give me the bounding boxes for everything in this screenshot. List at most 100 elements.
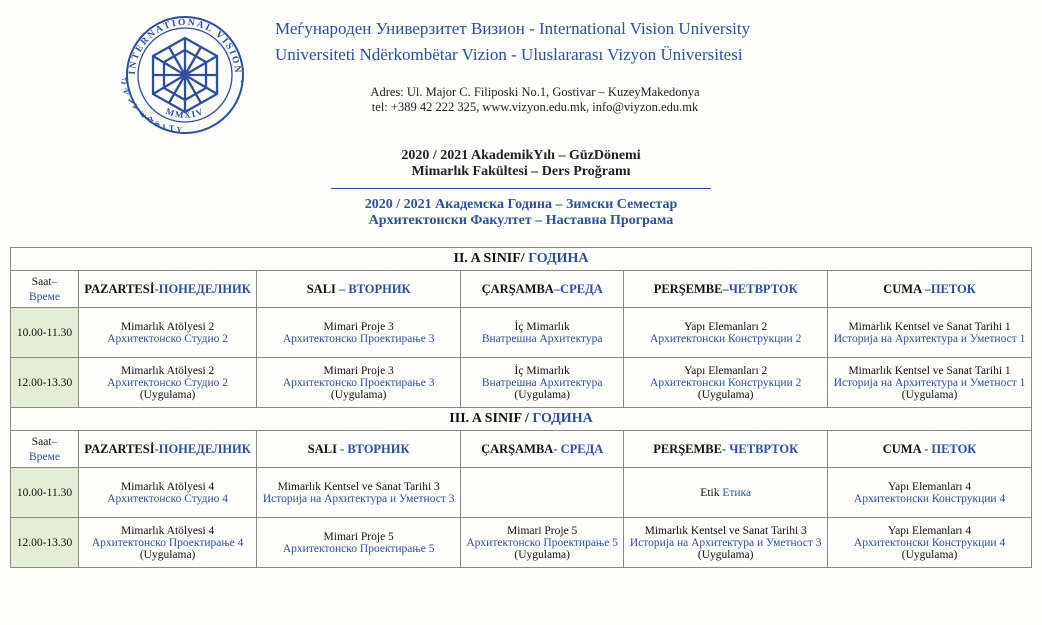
course-name-tr: İç Mimarlık bbox=[465, 365, 619, 377]
course-name-mk: Внатрешна Архитектура bbox=[465, 333, 619, 345]
program-title-block: 2020 / 2021 AkademikYılı – GüzDönemi Mim… bbox=[10, 148, 1032, 229]
grade-header-row: II. A SINIF/ ГОДИНА bbox=[11, 248, 1032, 271]
course-cell: Mimarlık Kentsel ve Sanat Tarihi 1Истори… bbox=[828, 358, 1032, 408]
course-name-tr: Mimari Proje 3 bbox=[261, 321, 456, 333]
day-header-cell: PERŞEMBE- ЧЕТВРТОК bbox=[624, 431, 828, 468]
grade-title-tr: II. A SINIF/ bbox=[454, 251, 529, 266]
course-name-tr: Yapı Elemanları 2 bbox=[628, 365, 823, 377]
grade-title-mk: ГОДИНА bbox=[532, 411, 592, 426]
schedule-row: 10.00-11.30Mimarlık Atölyesi 2Архитектон… bbox=[11, 308, 1032, 358]
course-name-tr: Mimari Proje 5 bbox=[261, 531, 456, 543]
course-uygulama: (Uygulama) bbox=[628, 389, 823, 401]
course-name-tr: Yapı Elemanları 4 bbox=[832, 525, 1027, 537]
day-header-cell: CUMA - ПЕТОК bbox=[828, 431, 1032, 468]
course-name-mk: Архитектонско Студио 4 bbox=[83, 493, 252, 505]
course-cell: Mimarlık Kentsel ve Sanat Tarihi 1Истори… bbox=[828, 308, 1032, 358]
day-header-cell: ÇARŞAMBA- СРЕДА bbox=[461, 431, 624, 468]
day-header-row: Saat– ВремеPAZARTESİ-ПОНЕДЕЛНИКSALI - ВТ… bbox=[11, 431, 1032, 468]
address-line2: tel: +389 42 222 325, www.vizyon.edu.mk,… bbox=[275, 100, 795, 115]
time-cell: 12.00-13.30 bbox=[11, 518, 79, 568]
course-name-tr: Mimarlık Atölyesi 4 bbox=[83, 481, 252, 493]
svg-text:I: I bbox=[162, 123, 166, 132]
course-cell bbox=[461, 468, 624, 518]
course-uygulama: (Uygulama) bbox=[832, 389, 1027, 401]
day-header-cell: SALI – ВТОРНИК bbox=[257, 271, 461, 308]
course-cell: Mimarlık Atölyesi 2Архитектонско Студио … bbox=[79, 358, 257, 408]
course-name-mk: Архитектонско Студио 2 bbox=[83, 377, 252, 389]
course-cell: Mimari Proje 3Архитектонско Проектирање … bbox=[257, 358, 461, 408]
course-cell: Mimari Proje 5Архитектонско Проектирање … bbox=[461, 518, 624, 568]
course-name-mk: Архитектонски Конструкции 2 bbox=[628, 333, 823, 345]
course-name-tr: Yapı Elemanları 4 bbox=[832, 481, 1027, 493]
schedule-row: 10.00-11.30Mimarlık Atölyesi 4Архитектон… bbox=[11, 468, 1032, 518]
course-cell: İç MimarlıkВнатрешна Архитектура(Uygulam… bbox=[461, 358, 624, 408]
course-cell: Mimarlık Kentsel ve Sanat Tarihi 3Истори… bbox=[257, 468, 461, 518]
program-mk-line2: Архитектонски Факултет – Наставна Програ… bbox=[10, 213, 1032, 229]
day-header-cell: ÇARŞAMBA–СРЕДА bbox=[461, 271, 624, 308]
day-header-cell: PERŞEMBE–ЧЕТВРТОК bbox=[624, 271, 828, 308]
day-header-row: Saat– ВремеPAZARTESİ-ПОНЕДЕЛНИКSALI – ВТ… bbox=[11, 271, 1032, 308]
day-header-cell: CUMA –ПЕТОК bbox=[828, 271, 1032, 308]
course-uygulama: (Uygulama) bbox=[628, 549, 823, 561]
header-text-block: Меѓународен Универзитет Визион - Interna… bbox=[275, 10, 795, 115]
course-name-mk: Архитектонско Проектирање 3 bbox=[261, 333, 456, 345]
program-tr-line1: 2020 / 2021 AkademikYılı – GüzDönemi bbox=[10, 148, 1032, 164]
course-uygulama: (Uygulama) bbox=[83, 389, 252, 401]
course-name-mk: Историја на Архитектура и Уметност 1 bbox=[832, 377, 1027, 389]
university-name-line2: Universiteti Ndërkombëtar Vizion - Ulusl… bbox=[275, 42, 795, 68]
schedule-row: 12.00-13.30Mimarlık Atölyesi 4Архитектон… bbox=[11, 518, 1032, 568]
address-line1: Adres: Ul. Major C. Filiposki No.1, Gost… bbox=[275, 85, 795, 100]
course-name-tr: Mimarlık Atölyesi 4 bbox=[83, 525, 252, 537]
course-cell: Yapı Elemanları 4Архитектонски Конструкц… bbox=[828, 518, 1032, 568]
schedule-table: II. A SINIF/ ГОДИНАSaat– ВремеPAZARTESİ-… bbox=[10, 247, 1032, 568]
course-name-tr: Mimarlık Atölyesi 2 bbox=[83, 365, 252, 377]
course-name-mk: Архитектонско Проектирање 5 bbox=[465, 537, 619, 549]
course-name-mk: Историја на Архитектура и Уметност 3 bbox=[628, 537, 823, 549]
svg-text:T: T bbox=[169, 124, 175, 133]
time-header: Saat– Време bbox=[11, 431, 79, 468]
course-name-tr: Mimarlık Kentsel ve Sanat Tarihi 3 bbox=[628, 525, 823, 537]
course-name-tr: İç Mimarlık bbox=[465, 321, 619, 333]
course-cell: Mimarlık Atölyesi 4Архитектонско Проекти… bbox=[79, 518, 257, 568]
course-name-mk: Архитектонски Конструкции 4 bbox=[832, 537, 1027, 549]
course-name-mk: Историја на Архитектура и Уметност 1 bbox=[832, 333, 1027, 345]
svg-text:S: S bbox=[154, 119, 161, 129]
course-uygulama: (Uygulama) bbox=[832, 549, 1027, 561]
course-cell: Mimarlık Kentsel ve Sanat Tarihi 3Истори… bbox=[624, 518, 828, 568]
day-header-cell: PAZARTESİ-ПОНЕДЕЛНИК bbox=[79, 431, 257, 468]
day-header-cell: PAZARTESİ-ПОНЕДЕЛНИК bbox=[79, 271, 257, 308]
university-logo-icon: INTERNATIONAL VISION MMXIV • • U N I V E… bbox=[120, 10, 250, 140]
course-cell: Yapı Elemanları 2Архитектонски Конструкц… bbox=[624, 358, 828, 408]
course-name-mk: Архитектонско Проектирање 4 bbox=[83, 537, 252, 549]
grade-header-row: III. A SINIF / ГОДИНА bbox=[11, 408, 1032, 431]
course-uygulama: (Uygulama) bbox=[83, 549, 252, 561]
course-cell: İç MimarlıkВнатрешна Архитектура bbox=[461, 308, 624, 358]
course-cell: Mimarlık Atölyesi 4Архитектонско Студио … bbox=[79, 468, 257, 518]
document-header: INTERNATIONAL VISION MMXIV • • U N I V E… bbox=[10, 10, 1032, 140]
course-name-tr: Yapı Elemanları 2 bbox=[628, 321, 823, 333]
course-name-mk: Историја на Архитектура и Уметност 3 bbox=[261, 493, 456, 505]
course-name-mk: Архитектонско Студио 2 bbox=[83, 333, 252, 345]
course-name-tr: Mimari Proje 5 bbox=[465, 525, 619, 537]
course-uygulama: (Uygulama) bbox=[261, 389, 456, 401]
course-cell: Mimarlık Atölyesi 2Архитектонско Студио … bbox=[79, 308, 257, 358]
course-name-mk: Архитектонски Конструкции 4 bbox=[832, 493, 1027, 505]
course-cell: Mimari Proje 5Архитектонско Проектирање … bbox=[257, 518, 461, 568]
course-uygulama: (Uygulama) bbox=[465, 549, 619, 561]
course-name-mk: Архитектонски Конструкции 2 bbox=[628, 377, 823, 389]
university-name-line1: Меѓународен Универзитет Визион - Interna… bbox=[275, 16, 795, 42]
course-name-mk: Архитектонско Проектирање 3 bbox=[261, 377, 456, 389]
grade-title-tr: III. A SINIF / bbox=[449, 411, 532, 426]
course-cell: Etik Етика bbox=[624, 468, 828, 518]
course-name-tr: Mimarlık Kentsel ve Sanat Tarihi 1 bbox=[832, 321, 1027, 333]
program-tr-line2: Mimarlık Fakültesi – Ders Proğramı bbox=[10, 164, 1032, 180]
time-header: Saat– Време bbox=[11, 271, 79, 308]
course-cell: Mimari Proje 3Архитектонско Проектирање … bbox=[257, 308, 461, 358]
svg-text:•: • bbox=[237, 80, 246, 83]
course-name-tr: Mimarlık Kentsel ve Sanat Tarihi 1 bbox=[832, 365, 1027, 377]
time-cell: 10.00-11.30 bbox=[11, 468, 79, 518]
course-name-mk: Внатрешна Архитектура bbox=[465, 377, 619, 389]
time-cell: 10.00-11.30 bbox=[11, 308, 79, 358]
course-cell: Yapı Elemanları 2Архитектонски Конструкц… bbox=[624, 308, 828, 358]
course-name-tr: Mimari Proje 3 bbox=[261, 365, 456, 377]
